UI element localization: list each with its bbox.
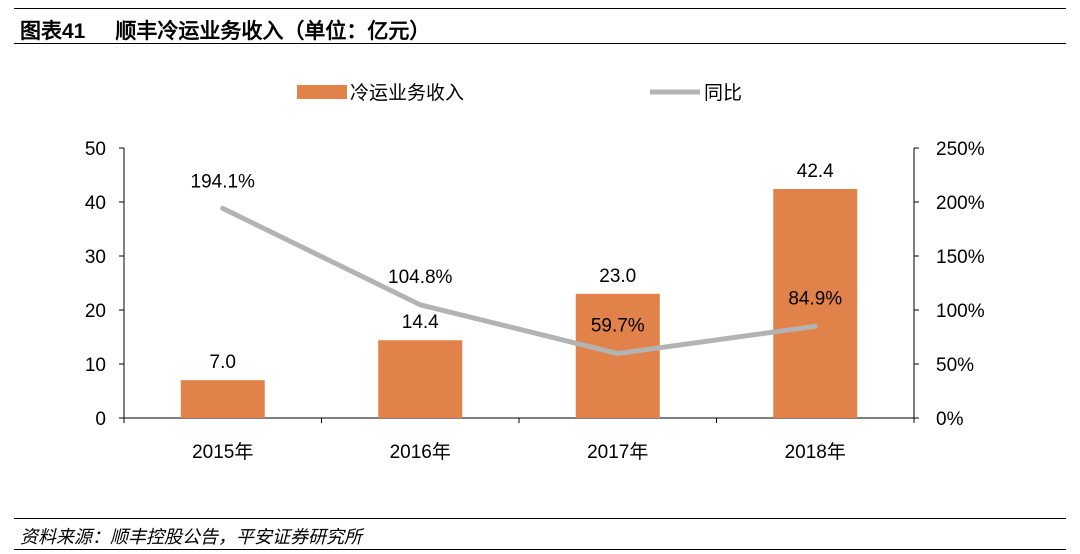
line-data-label: 104.8% bbox=[388, 267, 453, 288]
x-tick-label: 2015年 bbox=[192, 441, 253, 463]
bar bbox=[773, 189, 858, 418]
bar-data-label: 7.0 bbox=[210, 352, 236, 373]
x-tick-label: 2018年 bbox=[785, 441, 846, 463]
page-title: 图表41 顺丰冷运业务收入（单位：亿元） bbox=[20, 15, 430, 45]
bar-data-label: 42.4 bbox=[797, 161, 834, 182]
bar-data-label: 23.0 bbox=[599, 266, 636, 287]
legend-bar-swatch bbox=[297, 85, 347, 99]
legend-bar-label: 冷运业务收入 bbox=[350, 82, 464, 104]
y-right-tick-label: 100% bbox=[936, 301, 985, 322]
legend-line-label: 同比 bbox=[704, 82, 742, 104]
bar bbox=[180, 380, 265, 418]
y-left-tick-label: 30 bbox=[85, 247, 106, 268]
x-tick-label: 2016年 bbox=[390, 441, 451, 463]
bar bbox=[378, 340, 463, 418]
y-left-tick-label: 50 bbox=[85, 139, 106, 160]
y-left-tick-label: 40 bbox=[85, 193, 106, 214]
line-data-label: 84.9% bbox=[788, 288, 842, 309]
y-right-tick-label: 150% bbox=[936, 247, 985, 268]
bar-data-label: 14.4 bbox=[402, 312, 439, 333]
source-note: 资料来源：顺丰控股公告，平安证券研究所 bbox=[20, 527, 362, 547]
line-data-label: 59.7% bbox=[591, 316, 645, 337]
line-data-label: 194.1% bbox=[191, 171, 256, 192]
y-left-tick-label: 10 bbox=[85, 355, 106, 376]
y-right-tick-label: 250% bbox=[936, 139, 985, 160]
y-right-tick-label: 50% bbox=[936, 355, 974, 376]
y-left-tick-label: 20 bbox=[85, 301, 106, 322]
x-tick-label: 2017年 bbox=[587, 441, 648, 463]
yoy-line bbox=[220, 205, 818, 357]
figure-footer: 资料来源：顺丰控股公告，平安证券研究所 bbox=[14, 518, 1066, 550]
y-left-tick-label: 0 bbox=[95, 409, 106, 430]
figure-header: 图表41 顺丰冷运业务收入（单位：亿元） bbox=[14, 8, 1066, 44]
figure-label: 图表41 bbox=[20, 20, 86, 43]
y-right-tick-label: 0% bbox=[936, 409, 964, 430]
chart-title: 顺丰冷运业务收入（单位：亿元） bbox=[115, 20, 431, 43]
y-right-tick-label: 200% bbox=[936, 193, 985, 214]
